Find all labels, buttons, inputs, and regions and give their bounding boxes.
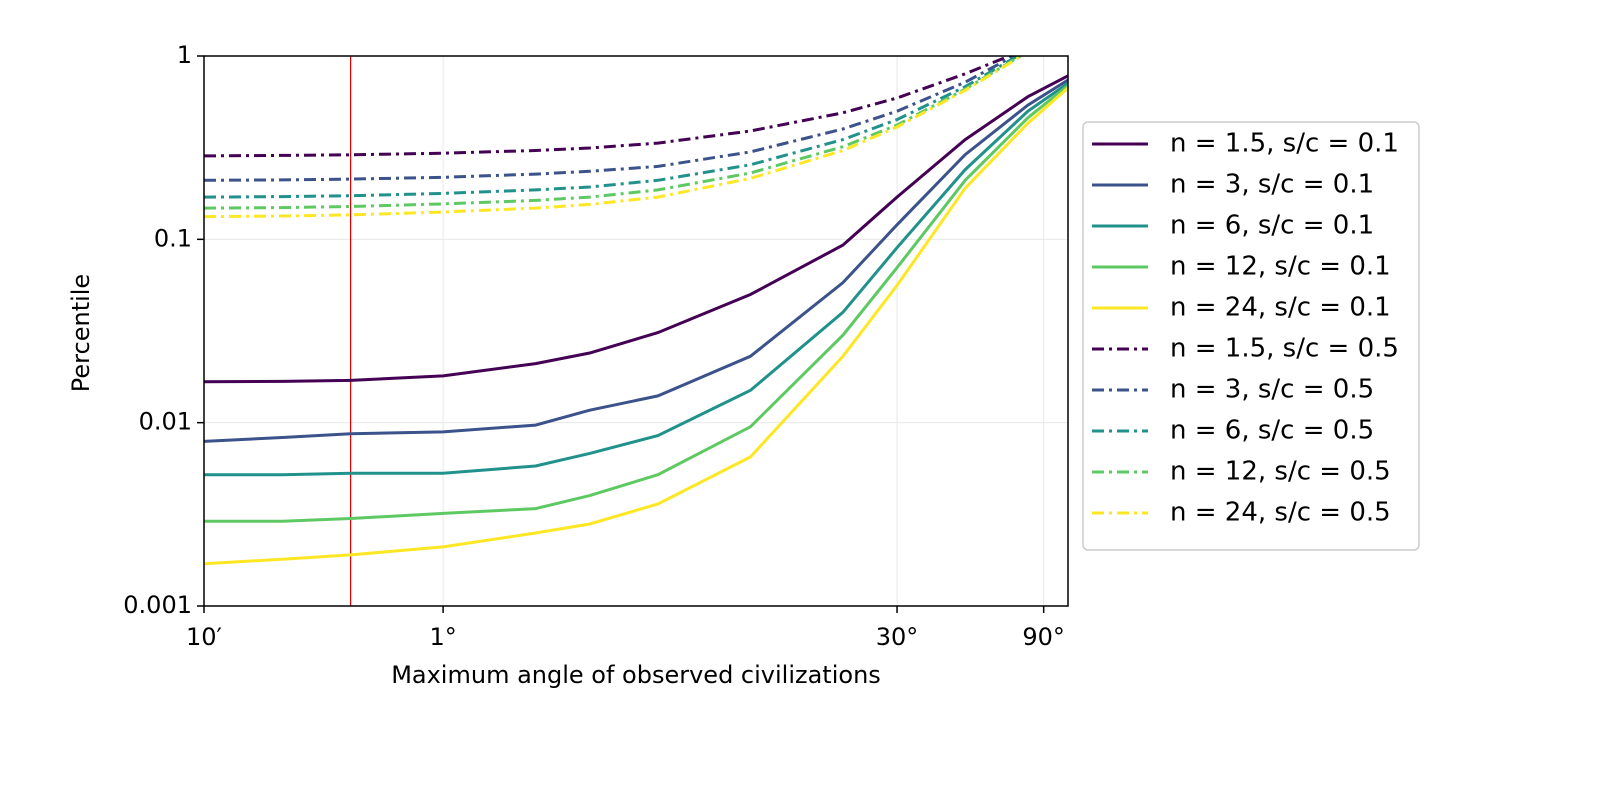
y-tick-label: 0.1 <box>154 224 192 252</box>
x-tick-label: 30° <box>876 623 919 651</box>
line-series <box>204 86 1068 566</box>
x-tick-label: 10′ <box>186 623 222 651</box>
line-series <box>204 56 1014 158</box>
legend: n = 1.5, s/c = 0.1 n = 3, s/c = 0.1 n = 6,… <box>1082 121 1420 551</box>
legend-label: n = 3, s/c = 0.1 <box>1170 170 1374 200</box>
line-series <box>204 74 1068 384</box>
y-tick-label: 0.01 <box>139 408 192 436</box>
line-series <box>204 56 1025 219</box>
y-axis-label: Percentile <box>67 274 95 392</box>
legend-label: n = 6, s/c = 0.1 <box>1170 211 1374 241</box>
y-tick-label: 0.001 <box>123 591 192 619</box>
x-tick-label: 90° <box>1022 623 1065 651</box>
legend-box <box>1082 121 1420 551</box>
legend-label: n = 24, s/c = 0.5 <box>1170 498 1391 528</box>
line-series <box>204 82 1068 477</box>
legend-label: n = 1.5, s/c = 0.1 <box>1170 129 1399 159</box>
legend-label: n = 6, s/c = 0.5 <box>1170 416 1374 446</box>
line-series <box>204 56 1017 182</box>
line-series <box>204 56 1024 210</box>
legend-label: n = 24, s/c = 0.1 <box>1170 293 1391 323</box>
plot-frame <box>203 55 1069 607</box>
line-series <box>204 84 1068 523</box>
y-tick-label: 1 <box>177 41 192 69</box>
legend-label: n = 12, s/c = 0.1 <box>1170 252 1391 282</box>
legend-label: n = 1.5, s/c = 0.5 <box>1170 334 1399 364</box>
legend-label: n = 12, s/c = 0.5 <box>1170 457 1391 487</box>
line-series <box>204 78 1068 443</box>
line-series <box>204 56 1021 199</box>
legend-label: n = 3, s/c = 0.5 <box>1170 375 1374 405</box>
x-tick-label: 1° <box>429 623 456 651</box>
x-axis-label: Maximum angle of observed civilizations <box>391 661 881 689</box>
